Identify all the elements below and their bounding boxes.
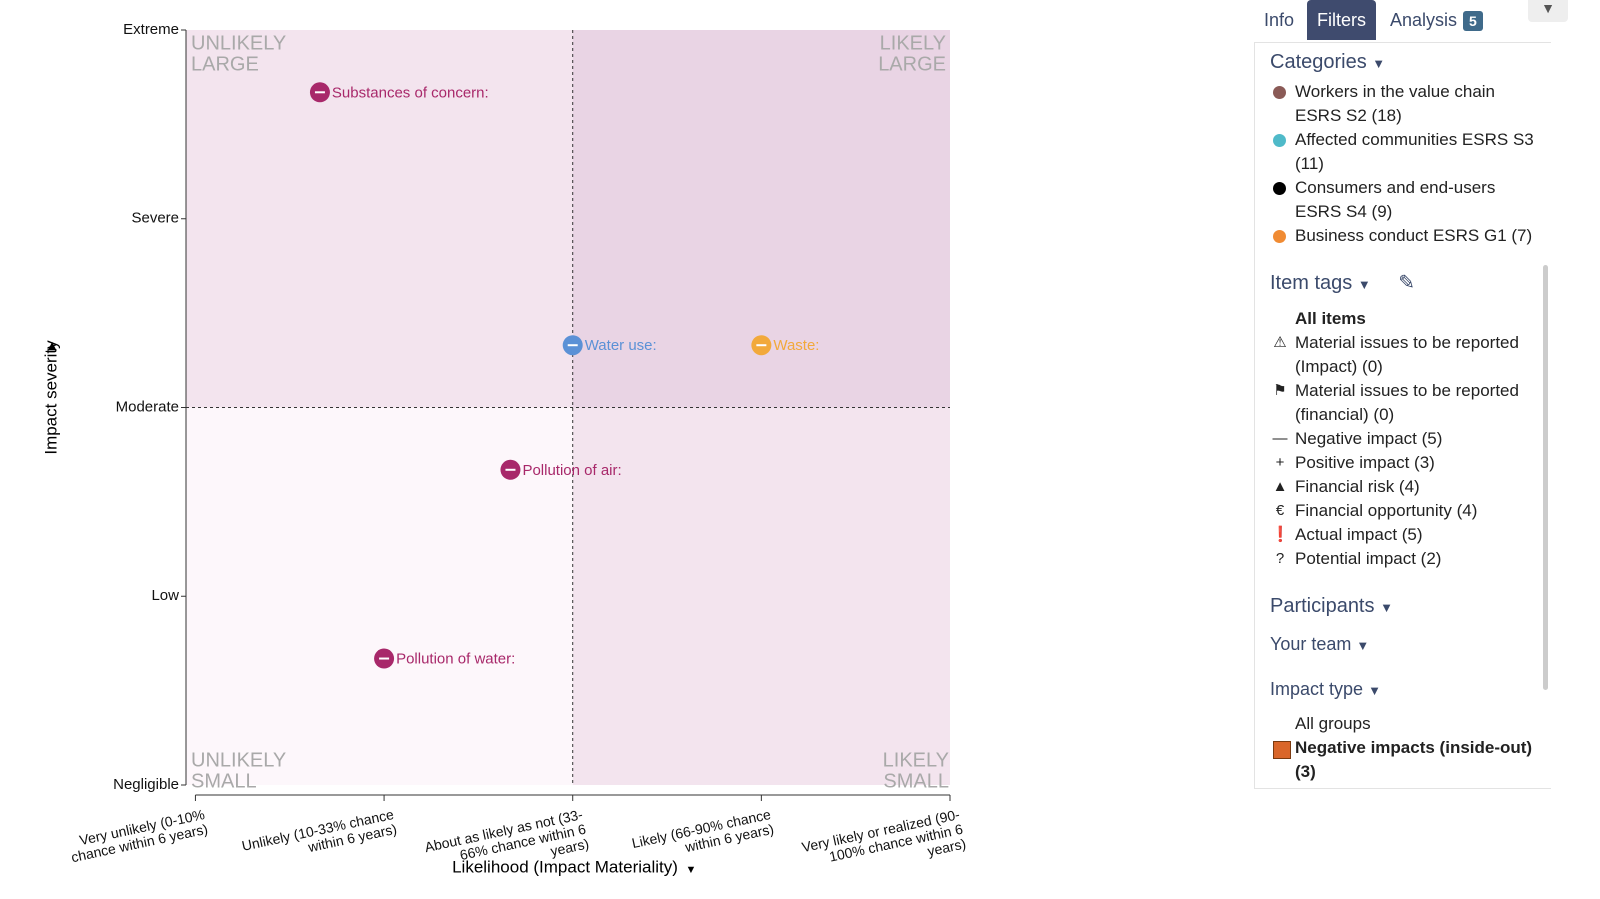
tag-icon: +	[1275, 454, 1285, 471]
badge: 5	[1463, 11, 1483, 31]
point-label: Pollution of water:	[396, 651, 515, 668]
tag-item[interactable]: — Negative impact (5)	[1255, 427, 1551, 451]
quadrant-label: SMALL	[883, 770, 949, 792]
impact-swatch	[1273, 741, 1291, 759]
y-tick-label: Low	[151, 587, 179, 604]
point-label: Substances of concern:	[332, 84, 489, 101]
tag-label: Actual impact (5)	[1295, 525, 1423, 544]
tag-item[interactable]: ⚠ Material issues to be reported (Impact)…	[1255, 331, 1551, 379]
category-dot	[1273, 230, 1286, 243]
tag-label: Negative impact (5)	[1295, 429, 1443, 448]
x-axis-label: Likelihood (Impact Materiality)	[452, 857, 678, 876]
y-tick-label: Severe	[131, 210, 179, 227]
category-item[interactable]: Consumers and end-users ESRS S4 (9)	[1255, 176, 1551, 224]
tag-label: Material issues to be reported (Impact) …	[1295, 333, 1519, 376]
y-tick-label: Negligible	[113, 776, 179, 793]
quadrant	[186, 30, 573, 408]
category-dot	[1273, 182, 1286, 195]
y-tick-label: Moderate	[116, 398, 179, 415]
x-axis-toggle: ▼	[686, 864, 697, 876]
y-axis-toggle: ▶	[46, 341, 58, 350]
quadrant-label: LARGE	[878, 53, 946, 75]
tab[interactable]: Info	[1264, 10, 1295, 30]
category-label: Business conduct ESRS G1 (7)	[1295, 226, 1533, 245]
point-label: Pollution of air:	[522, 462, 621, 479]
point-label: Waste:	[773, 337, 819, 354]
tag-label: Financial risk (4)	[1295, 477, 1420, 496]
tag-icon: ⚠	[1273, 334, 1287, 351]
category-item[interactable]: Workers in the value chain ESRS S2 (18)	[1255, 80, 1551, 128]
y-tick-label: Extreme	[123, 21, 179, 38]
tag-icon: ?	[1275, 550, 1285, 567]
quadrant-label: LARGE	[191, 53, 259, 75]
tag-item[interactable]: + Positive impact (3)	[1255, 451, 1551, 475]
category-label: Affected communities ESRS S3 (11)	[1295, 130, 1534, 173]
tag-icon: —	[1272, 430, 1288, 447]
tag-label: Positive impact (3)	[1295, 453, 1435, 472]
tag-icon: ❗	[1271, 526, 1290, 543]
chart: UNLIKELYLARGELIKELYLARGEUNLIKELYSMALLLIK…	[41, 21, 951, 876]
y-axis-label: Impact severity	[41, 340, 60, 455]
impact-item[interactable]: Negative impacts (inside-out) (3)	[1255, 736, 1551, 784]
category-dot	[1273, 86, 1286, 99]
tab[interactable]: Filters	[1307, 0, 1376, 40]
tab[interactable]: Analysis 5	[1380, 0, 1493, 40]
section-title[interactable]: Categories ▼	[1270, 51, 1386, 73]
tag-icon: €	[1275, 502, 1285, 519]
caret: ▼	[1372, 56, 1386, 71]
tag-label: Potential impact (2)	[1295, 549, 1442, 568]
category-item[interactable]: Affected communities ESRS S3 (11)	[1255, 128, 1551, 176]
all-groups[interactable]: All groups	[1295, 714, 1371, 733]
scrollbar	[1543, 265, 1548, 690]
tag-item[interactable]: ▲ Financial risk (4)	[1255, 475, 1551, 499]
tag-item[interactable]: ⚑ Material issues to be reported (financi…	[1255, 379, 1551, 427]
section-title[interactable]: Your team ▼	[1270, 634, 1370, 654]
caret: ▼	[1380, 600, 1393, 615]
tag-item[interactable]: ? Potential impact (2)	[1255, 547, 1551, 571]
filter-panel: Categories ▼ Workers in the value chain E…	[1254, 42, 1551, 789]
quadrant-label: SMALL	[191, 770, 257, 792]
tag-icon: ▲	[1272, 478, 1288, 495]
section-title[interactable]: Item tags ▼ ✎	[1270, 272, 1416, 294]
section-title[interactable]: Participants ▼	[1270, 595, 1393, 617]
save-button[interactable]: ▼	[1528, 0, 1568, 22]
quadrant-label: LIKELY	[880, 32, 946, 54]
quadrant	[572, 407, 950, 785]
category-label: Consumers and end-users ESRS S4 (9)	[1295, 178, 1496, 221]
category-label: Workers in the value chain ESRS S2 (18)	[1295, 82, 1496, 125]
tag-label: Financial opportunity (4)	[1295, 501, 1478, 520]
quadrant-label: UNLIKELY	[191, 32, 286, 54]
quadrant-label: LIKELY	[883, 749, 949, 771]
section-title[interactable]: Impact type ▼	[1270, 679, 1381, 699]
tag-icon: ⚑	[1273, 382, 1287, 399]
edit-icon[interactable]: ✎	[1398, 272, 1416, 294]
all-items[interactable]: All items	[1295, 309, 1366, 328]
impact-label: Negative impacts (inside-out) (3)	[1295, 738, 1533, 781]
tag-item[interactable]: ❗ Actual impact (5)	[1255, 523, 1551, 547]
category-item[interactable]: Business conduct ESRS G1 (7)	[1255, 224, 1551, 248]
tag-item[interactable]: € Financial opportunity (4)	[1255, 499, 1551, 523]
caret: ▼	[1368, 683, 1381, 698]
caret: ▼	[1357, 277, 1371, 292]
caret: ▼	[1356, 638, 1370, 653]
quadrant-label: UNLIKELY	[191, 749, 286, 771]
tag-label: Material issues to be reported (financia…	[1295, 381, 1519, 424]
category-dot	[1273, 134, 1286, 147]
point-label: Water use:	[585, 337, 657, 354]
